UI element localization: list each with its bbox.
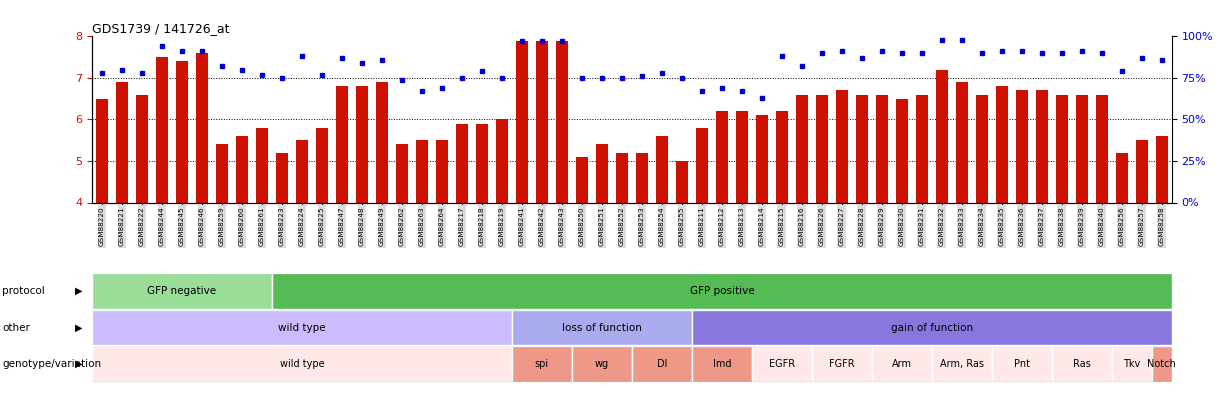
Bar [836, 90, 848, 202]
Bar [296, 140, 308, 202]
Text: spi: spi [535, 359, 548, 369]
Bar [92, 346, 512, 382]
Text: EGFR: EGFR [769, 359, 795, 369]
Bar [96, 99, 108, 202]
Bar [496, 119, 508, 202]
Bar [156, 57, 168, 202]
Bar [936, 70, 947, 202]
Bar [931, 346, 991, 382]
Bar [812, 346, 872, 382]
Text: wild type: wild type [280, 359, 324, 369]
Text: gain of function: gain of function [891, 323, 973, 333]
Bar [736, 111, 748, 202]
Bar [356, 86, 368, 202]
Text: Arm: Arm [892, 359, 912, 369]
Bar [1152, 346, 1172, 382]
Text: Ras: Ras [1072, 359, 1091, 369]
Bar [915, 95, 928, 202]
Bar [975, 95, 988, 202]
Bar [756, 115, 768, 202]
Bar [872, 346, 931, 382]
Bar [256, 128, 267, 202]
Bar [336, 86, 348, 202]
Text: GFP negative: GFP negative [147, 286, 217, 296]
Bar [175, 61, 188, 202]
Text: loss of function: loss of function [562, 323, 642, 333]
Text: ▶: ▶ [75, 286, 82, 296]
Bar [1115, 153, 1128, 202]
Bar [775, 111, 788, 202]
Text: FGFR: FGFR [829, 359, 855, 369]
Bar [512, 346, 572, 382]
Text: Notch: Notch [1147, 359, 1177, 369]
Text: wg: wg [595, 359, 609, 369]
Text: Arm, Ras: Arm, Ras [940, 359, 984, 369]
Text: genotype/variation: genotype/variation [2, 359, 102, 369]
Text: Dl: Dl [656, 359, 667, 369]
Text: Pnt: Pnt [1014, 359, 1029, 369]
Bar [1036, 90, 1048, 202]
Bar [1136, 140, 1147, 202]
Text: ▶: ▶ [75, 323, 82, 333]
Bar [1076, 95, 1088, 202]
Text: GFP positive: GFP positive [690, 286, 755, 296]
Bar [632, 346, 692, 382]
Bar [715, 111, 728, 202]
Bar [696, 128, 708, 202]
Bar [575, 157, 588, 202]
Bar [956, 82, 968, 202]
Bar [1096, 95, 1108, 202]
Bar [436, 140, 448, 202]
Bar [616, 153, 628, 202]
Bar [196, 53, 209, 202]
Text: Tkv: Tkv [1123, 359, 1140, 369]
Bar [656, 136, 667, 202]
Bar [236, 136, 248, 202]
Bar [536, 40, 548, 202]
Bar [752, 346, 812, 382]
Bar [317, 128, 328, 202]
Bar [676, 161, 688, 202]
Bar [856, 95, 867, 202]
Bar [456, 124, 467, 202]
Bar [996, 86, 1007, 202]
Text: Imd: Imd [713, 359, 731, 369]
Bar [1055, 95, 1067, 202]
Bar [375, 82, 388, 202]
Bar [572, 346, 632, 382]
Bar [556, 40, 568, 202]
Bar [92, 310, 512, 345]
Bar [1016, 90, 1028, 202]
Bar [1112, 346, 1152, 382]
Bar [876, 95, 888, 202]
Bar [92, 273, 272, 309]
Text: ▶: ▶ [75, 359, 82, 369]
Bar [515, 40, 528, 202]
Bar [596, 145, 607, 202]
Bar [896, 99, 908, 202]
Bar [117, 82, 128, 202]
Bar [816, 95, 828, 202]
Text: wild type: wild type [279, 323, 326, 333]
Bar [991, 346, 1052, 382]
Bar [136, 95, 148, 202]
Bar [216, 145, 228, 202]
Bar [692, 310, 1172, 345]
Bar [276, 153, 288, 202]
Bar [476, 124, 488, 202]
Bar [272, 273, 1172, 309]
Text: protocol: protocol [2, 286, 45, 296]
Bar [1156, 136, 1168, 202]
Bar [692, 346, 752, 382]
Bar [796, 95, 807, 202]
Bar [416, 140, 428, 202]
Bar [1052, 346, 1112, 382]
Text: other: other [2, 323, 31, 333]
Text: GDS1739 / 141726_at: GDS1739 / 141726_at [92, 22, 229, 35]
Bar [636, 153, 648, 202]
Bar [512, 310, 692, 345]
Bar [396, 145, 407, 202]
